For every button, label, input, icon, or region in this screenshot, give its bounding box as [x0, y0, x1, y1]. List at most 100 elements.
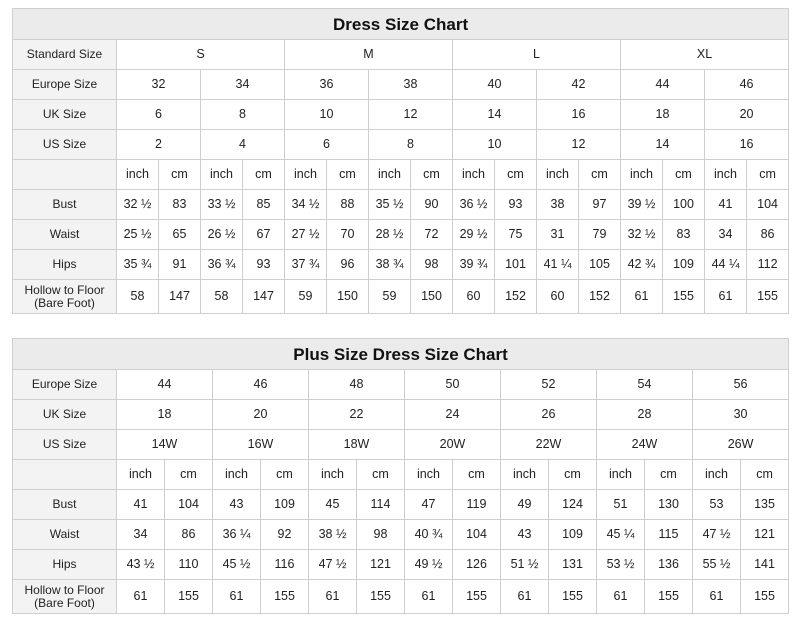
cell: 98: [410, 249, 453, 280]
cell: 10: [452, 129, 537, 160]
cell: 34: [200, 69, 285, 100]
cell: M: [284, 39, 453, 70]
table-row: UK Size 18 20 22 24 26 28 30: [12, 399, 790, 430]
row-label: Standard Size: [12, 39, 117, 70]
cell: 46: [703, 69, 790, 100]
cell: 22: [308, 399, 405, 430]
row-label-line: Hollow to Floor: [24, 582, 105, 597]
row-label-line: Hollow to Floor: [24, 282, 105, 297]
cell: 152: [578, 279, 621, 314]
cell: cm: [578, 159, 621, 190]
cell: 109: [662, 249, 705, 280]
cell: 152: [494, 279, 537, 314]
cell: 61: [704, 279, 747, 314]
cell: 60: [452, 279, 495, 314]
cell: L: [452, 39, 621, 70]
cell: 28 ½: [368, 219, 411, 250]
cell: inch: [620, 159, 663, 190]
cell: 65: [158, 219, 201, 250]
table-row: UK Size 6 8 10 12 14 16 18 20: [12, 99, 790, 130]
cell: cm: [548, 459, 597, 490]
cell: 35 ¾: [116, 249, 159, 280]
table-row: Hollow to Floor (Bare Foot) 58 147 58 147 59 15…: [12, 279, 790, 314]
cell: inch: [692, 459, 741, 490]
cell: 61: [116, 579, 165, 614]
cell: 26 ½: [200, 219, 243, 250]
cell: 41: [116, 489, 165, 520]
cell: 119: [452, 489, 501, 520]
cell: 96: [326, 249, 369, 280]
cell: 70: [326, 219, 369, 250]
cell: 155: [644, 579, 693, 614]
table-row: Hips 43 ½ 110 45 ½ 116 47 ½ 121 49 ½ 126 51 ½ 131 5…: [12, 549, 790, 580]
cell: 135: [739, 489, 790, 520]
cell: S: [116, 39, 285, 70]
row-label: US Size: [12, 129, 117, 160]
cell: 155: [662, 279, 705, 314]
cell: 85: [242, 189, 285, 220]
row-label-line: (Bare Foot): [34, 595, 95, 610]
cell: 58: [116, 279, 159, 314]
cell: 29 ½: [452, 219, 495, 250]
cell: 6: [284, 129, 369, 160]
cell: 104: [745, 189, 790, 220]
cell: 45 ¼: [596, 519, 645, 550]
cell: 24: [404, 399, 501, 430]
cell: 61: [212, 579, 261, 614]
cell: 22W: [500, 429, 597, 460]
table-row: inch cm inch cm inch cm inch cm inch cm inch cm inch…: [12, 159, 790, 190]
row-label: Europe Size: [12, 369, 117, 400]
cell: 116: [260, 549, 309, 580]
cell: 155: [739, 579, 790, 614]
cell: 40 ¾: [404, 519, 453, 550]
cell: 34 ½: [284, 189, 327, 220]
cell: 34: [704, 219, 747, 250]
cell: 59: [284, 279, 327, 314]
cell: 44: [620, 69, 705, 100]
cell: 42 ¾: [620, 249, 663, 280]
cell: 38: [536, 189, 579, 220]
cell: 56: [691, 369, 790, 400]
cell: 121: [739, 519, 790, 550]
table-row: Standard Size S M L XL: [12, 39, 790, 70]
cell: 131: [548, 549, 597, 580]
cell: 4: [200, 129, 285, 160]
row-label: UK Size: [12, 99, 117, 130]
cell: 105: [578, 249, 621, 280]
row-label: [12, 459, 117, 490]
row-label: US Size: [12, 429, 117, 460]
cell: 42: [536, 69, 621, 100]
cell: inch: [704, 159, 747, 190]
cell: 86: [745, 219, 790, 250]
cell: 155: [548, 579, 597, 614]
cell: 61: [620, 279, 663, 314]
row-label: Hollow to Floor (Bare Foot): [12, 279, 117, 314]
table-row: Waist 34 86 36 ¼ 92 38 ½ 98 40 ¾ 104 43 109 45 ¼ 115…: [12, 519, 790, 550]
cell: 110: [164, 549, 213, 580]
table-title: Dress Size Chart: [11, 8, 790, 40]
row-label-line: (Bare Foot): [34, 295, 95, 310]
cell: 136: [644, 549, 693, 580]
cell: 60: [536, 279, 579, 314]
cell: 43 ½: [116, 549, 165, 580]
cell: inch: [500, 459, 549, 490]
cell: 155: [164, 579, 213, 614]
cell: 45 ½: [212, 549, 261, 580]
row-label: Bust: [12, 489, 117, 520]
cell: 86: [164, 519, 213, 550]
cell: 109: [548, 519, 597, 550]
cell: 75: [494, 219, 537, 250]
cell: 46: [212, 369, 309, 400]
table-row: US Size 14W 16W 18W 20W 22W 24W 26W: [12, 429, 790, 460]
cell: 30: [691, 399, 790, 430]
cell: 24W: [596, 429, 693, 460]
cell: 41 ¼: [536, 249, 579, 280]
cell: 28: [596, 399, 693, 430]
cell: 104: [164, 489, 213, 520]
cell: 101: [494, 249, 537, 280]
cell: 27 ½: [284, 219, 327, 250]
cell: 51: [596, 489, 645, 520]
row-label: Waist: [12, 219, 117, 250]
cell: 18: [116, 399, 213, 430]
